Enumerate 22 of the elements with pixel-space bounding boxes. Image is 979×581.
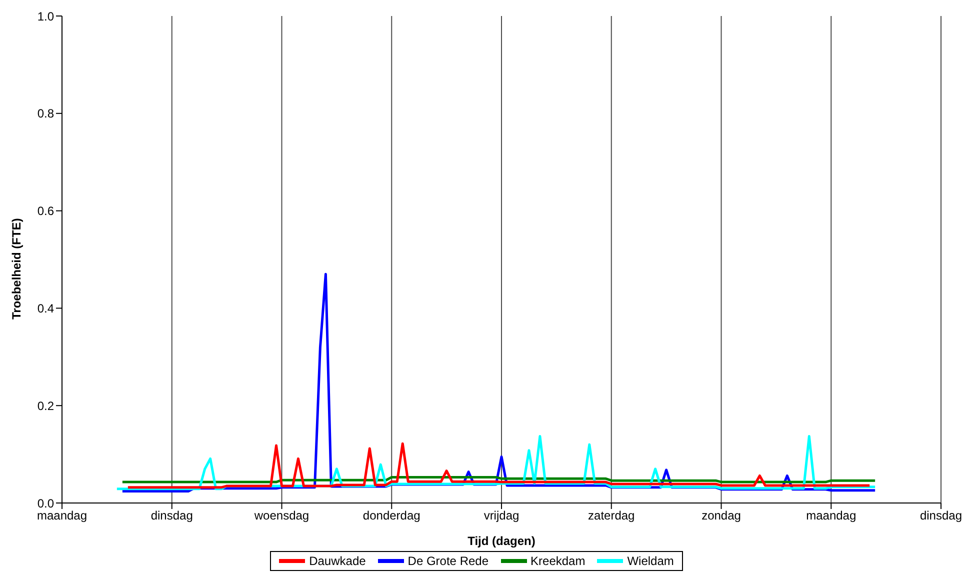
x-tick-label: donderdag: [362, 508, 420, 523]
line-series: [126, 442, 871, 489]
legend-label: Kreekdam: [530, 554, 586, 568]
x-tick-label: maandag: [36, 508, 88, 523]
x-axis-title: Tijd (dagen): [468, 534, 536, 548]
y-tick-label: 1.0: [37, 9, 54, 24]
x-tick-label: dinsdag: [150, 508, 193, 523]
y-tick-label: 0.4: [37, 301, 54, 316]
y-axis-title: Troebelheid (FTE): [9, 218, 24, 320]
x-tick-label: dinsdag: [920, 508, 962, 523]
legend-label: Wieldam: [627, 554, 674, 568]
x-tick-label: woensdag: [253, 508, 310, 523]
x-tick-label: vrijdag: [484, 508, 520, 523]
x-tick-label: maandag: [806, 508, 856, 523]
legend-label: Dauwkade: [309, 554, 366, 568]
y-tick-label: 0.6: [37, 204, 54, 218]
legend-label: De Grote Rede: [408, 554, 489, 568]
y-tick-label: 0.8: [37, 106, 54, 121]
y-tick-label: 0.0: [37, 496, 54, 510]
y-tick-label: 0.2: [37, 398, 54, 413]
x-tick-label: zondag: [702, 508, 741, 523]
x-tick-label: zaterdag: [588, 508, 635, 523]
